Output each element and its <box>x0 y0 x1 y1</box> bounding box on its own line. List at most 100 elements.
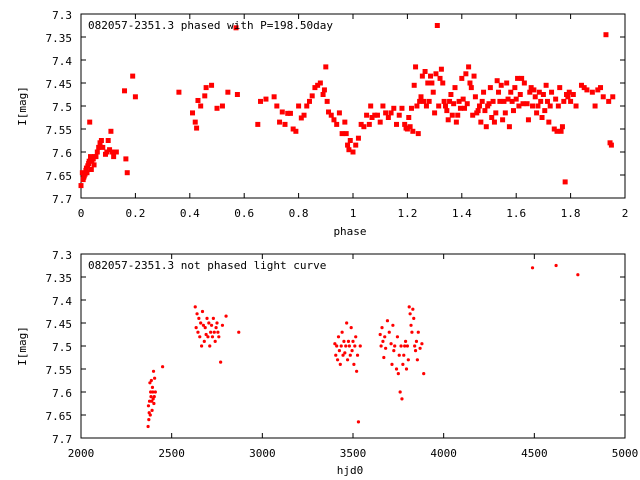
data-point <box>323 64 329 70</box>
data-point <box>339 131 345 137</box>
data-point <box>293 128 299 134</box>
data-point <box>462 105 468 111</box>
data-point <box>347 138 353 143</box>
data-point <box>205 316 209 320</box>
data-point <box>194 326 198 330</box>
data-point <box>209 82 215 88</box>
x-tick-label: 1.2 <box>397 207 417 220</box>
x-tick-label: 1.8 <box>561 207 581 220</box>
data-point <box>348 353 352 357</box>
data-point <box>555 103 561 109</box>
data-point <box>414 339 419 343</box>
data-point <box>335 358 340 362</box>
data-point <box>422 372 426 376</box>
data-point <box>444 108 450 114</box>
data-point <box>516 103 522 109</box>
data-point <box>562 179 568 185</box>
data-point <box>411 307 415 311</box>
data-point <box>413 349 418 353</box>
data-point <box>404 367 409 371</box>
data-point <box>463 71 469 77</box>
data-point <box>151 369 156 373</box>
data-point <box>353 142 359 148</box>
data-point <box>426 98 432 104</box>
data-point <box>410 330 414 334</box>
x-tick-label: 0.6 <box>234 207 254 220</box>
data-point <box>161 365 165 369</box>
data-point <box>84 170 90 176</box>
data-point <box>282 121 288 127</box>
data-point <box>211 316 215 320</box>
x-tick-label: 4000 <box>430 447 457 460</box>
data-point <box>383 110 389 116</box>
data-point <box>148 381 152 385</box>
x-tick-label: 0.4 <box>180 207 200 220</box>
data-point <box>196 330 200 334</box>
data-point <box>610 94 616 100</box>
data-point <box>498 82 504 88</box>
data-point <box>447 98 453 104</box>
data-point <box>471 73 477 79</box>
data-point <box>358 344 362 348</box>
data-point <box>328 112 334 118</box>
data-point <box>358 121 364 127</box>
data-point <box>380 103 386 109</box>
data-point <box>176 89 182 95</box>
data-point <box>353 344 357 348</box>
data-point <box>132 94 138 100</box>
y-tick-label: 7.45 <box>46 318 73 331</box>
data-point <box>206 335 210 339</box>
data-point <box>79 170 85 176</box>
data-point <box>343 351 347 355</box>
data-point <box>350 149 356 155</box>
data-point <box>217 335 221 339</box>
data-point <box>108 128 114 134</box>
data-point <box>109 149 115 155</box>
data-point <box>287 110 293 116</box>
data-point <box>355 135 361 141</box>
data-point <box>542 108 548 114</box>
data-point <box>539 115 545 120</box>
y-tick-label: 7.4 <box>52 295 72 308</box>
data-point <box>589 89 595 95</box>
data-point <box>334 353 338 357</box>
x-tick-label: 0.8 <box>289 207 309 220</box>
data-point <box>98 138 104 143</box>
data-point <box>285 110 291 116</box>
data-point <box>333 342 337 346</box>
data-point <box>277 119 283 125</box>
data-point <box>413 344 417 348</box>
data-point <box>146 404 151 408</box>
data-point <box>566 89 572 95</box>
data-point <box>403 339 408 343</box>
data-point <box>417 98 423 104</box>
data-point <box>408 312 412 316</box>
data-point <box>519 75 525 81</box>
data-point <box>234 92 240 97</box>
data-point <box>438 66 444 72</box>
data-point <box>490 98 496 104</box>
data-point <box>415 358 419 362</box>
data-point <box>198 103 204 109</box>
data-point <box>409 323 413 327</box>
data-point <box>193 305 197 309</box>
data-point <box>445 117 451 123</box>
data-point <box>472 94 478 100</box>
data-point <box>407 305 411 309</box>
data-point <box>528 85 534 91</box>
data-point <box>146 424 150 429</box>
data-point <box>502 110 508 116</box>
data-point <box>521 80 527 86</box>
data-point <box>342 119 348 125</box>
x-tick-label: 1.4 <box>452 207 472 220</box>
data-point <box>345 321 349 325</box>
data-point <box>476 103 482 109</box>
data-point <box>398 390 402 394</box>
data-point <box>558 128 564 134</box>
data-point <box>216 330 220 334</box>
x-tick-labels: 0 0.2 0.4 0.6 0.8 1 1.2 1.4 1.6 1.8 2 <box>78 207 629 220</box>
data-point <box>384 346 388 350</box>
data-point <box>395 335 400 339</box>
data-point <box>201 323 205 327</box>
data-point <box>339 344 343 348</box>
